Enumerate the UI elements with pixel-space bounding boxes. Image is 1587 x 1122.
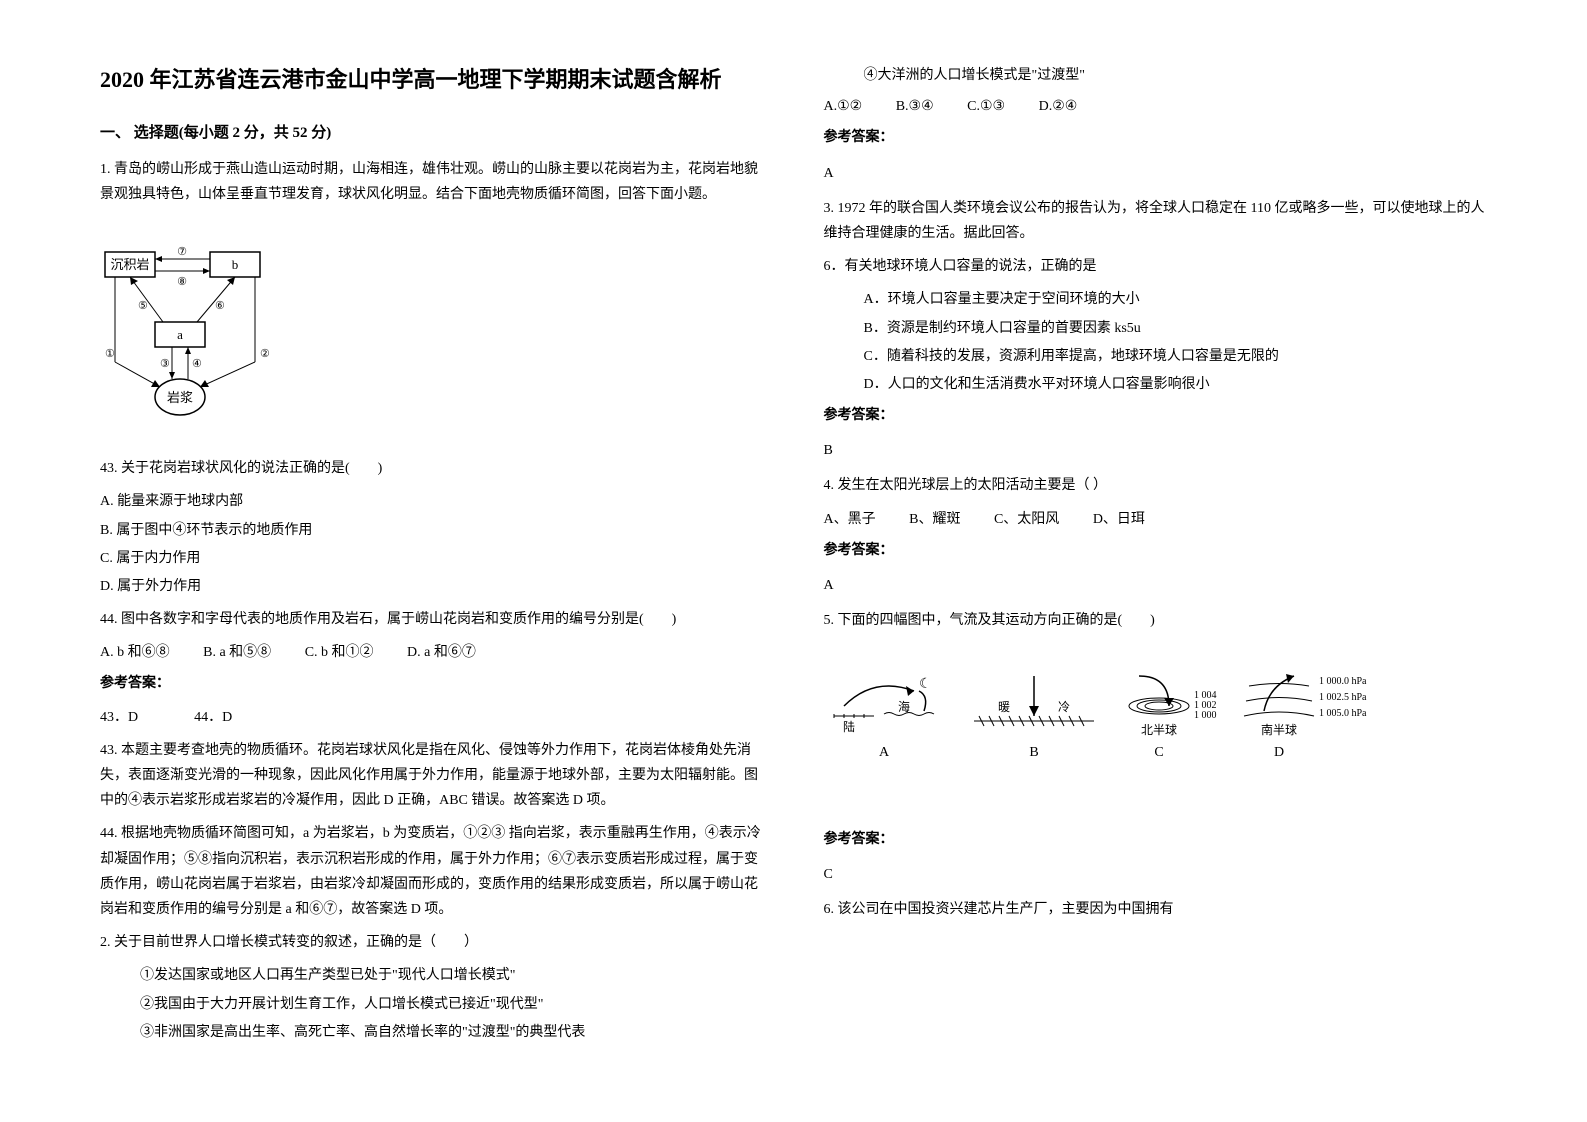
q44-option-c: C. b 和①② — [305, 645, 374, 660]
q44-options: A. b 和⑥⑧ B. a 和⑤⑧ C. b 和①② D. a 和⑥⑦ — [100, 640, 764, 665]
rock-cycle-diagram: 沉积岩 b ⑦ ⑧ a 岩浆 ⑤ ⑥ — [100, 227, 280, 427]
svg-text:1 000: 1 000 — [1194, 710, 1217, 721]
q5-intro: 5. 下面的四幅图中，气流及其运动方向正确的是( ) — [824, 608, 1488, 633]
svg-text:沉积岩: 沉积岩 — [110, 257, 149, 272]
q4-opt-a: A、黑子 — [824, 512, 876, 527]
q2-opt3: ③非洲国家是高出生率、高死亡率、高自然增长率的"过渡型"的典型代表 — [100, 1020, 764, 1045]
svg-text:B: B — [1029, 745, 1038, 760]
q1-answer: 43．D 44．D — [100, 705, 764, 730]
svg-text:b: b — [232, 257, 239, 272]
svg-text:岩浆: 岩浆 — [167, 390, 193, 405]
q44-text: 44. 图中各数字和字母代表的地质作用及岩石，属于崂山花岗岩和变质作用的编号分别… — [100, 607, 764, 632]
svg-text:⑦: ⑦ — [177, 246, 187, 258]
q44-option-d: D. a 和⑥⑦ — [407, 645, 476, 660]
svg-text:陆: 陆 — [842, 719, 854, 734]
q3-intro: 3. 1972 年的联合国人类环境会议公布的报告认为，将全球人口稳定在 110 … — [824, 196, 1488, 246]
svg-text:暖: 暖 — [997, 700, 1009, 714]
q4-options: A、黑子 B、耀斑 C、太阳风 D、日珥 — [824, 507, 1488, 532]
q2-choice-a: A.①② — [824, 99, 863, 114]
q2-intro: 2. 关于目前世界人口增长模式转变的叙述，正确的是（ ） — [100, 930, 764, 955]
q2-choices: A.①② B.③④ C.①③ D.②④ — [824, 94, 1488, 119]
q1-explain44: 44. 根据地壳物质循环简图可知，a 为岩浆岩，b 为变质岩，①②③ 指向岩浆，… — [100, 821, 764, 922]
svg-text:③: ③ — [160, 358, 170, 370]
q3-q6-a: A．环境人口容量主要决定于空间环境的大小 — [824, 287, 1488, 312]
svg-text:南半球: 南半球 — [1260, 722, 1296, 737]
q4-opt-b: B、耀斑 — [909, 512, 960, 527]
q43-option-c: C. 属于内力作用 — [100, 546, 764, 571]
svg-text:①: ① — [105, 348, 115, 360]
q2-choice-b: B.③④ — [896, 99, 934, 114]
q4-intro: 4. 发生在太阳光球层上的太阳活动主要是（ ） — [824, 473, 1488, 498]
q2-choice-d: D.②④ — [1039, 99, 1078, 114]
q43-text: 43. 关于花岗岩球状风化的说法正确的是( ) — [100, 456, 764, 481]
q6-intro: 6. 该公司在中国投资兴建芯片生产厂，主要因为中国拥有 — [824, 897, 1488, 922]
q3-answer: B — [824, 438, 1488, 463]
q2-answer: A — [824, 161, 1488, 186]
q3-answer-label: 参考答案： — [824, 403, 1488, 428]
section-header: 一、 选择题(每小题 2 分，共 52 分) — [100, 120, 764, 147]
q4-opt-c: C、太阳风 — [994, 512, 1059, 527]
q3-q6-d: D．人口的文化和生活消费水平对环境人口容量影响很小 — [824, 372, 1488, 397]
q3-q6-b: B．资源是制约环境人口容量的首要因素 ks5u — [824, 316, 1488, 341]
q5-answer-label: 参考答案： — [824, 827, 1488, 852]
svg-text:C: C — [1154, 745, 1163, 760]
svg-text:海: 海 — [897, 699, 909, 714]
q2-choice-c: C.①③ — [967, 99, 1005, 114]
q2-opt1: ①发达国家或地区人口再生产类型已处于"现代人口增长模式" — [100, 963, 764, 988]
q5-answer: C — [824, 862, 1488, 887]
q44-option-a: A. b 和⑥⑧ — [100, 645, 170, 660]
q1-answer-label: 参考答案： — [100, 671, 764, 696]
q1-explain43: 43. 本题主要考查地壳的物质循环。花岗岩球状风化是指在风化、侵蚀等外力作用下，… — [100, 738, 764, 814]
q2-answer-label: 参考答案： — [824, 125, 1488, 150]
svg-text:1 000.0 hPa: 1 000.0 hPa — [1319, 676, 1367, 687]
svg-text:北半球: 北半球 — [1140, 723, 1176, 737]
weather-diagram: ☾ 海 陆 A — [824, 656, 1404, 796]
q4-answer: A — [824, 573, 1488, 598]
svg-text:⑥: ⑥ — [215, 300, 225, 312]
svg-text:②: ② — [260, 348, 270, 360]
q3-q6: 6．有关地球环境人口容量的说法，正确的是 — [824, 254, 1488, 279]
q3-q6-c: C．随着科技的发展，资源利用率提高，地球环境人口容量是无限的 — [824, 344, 1488, 369]
svg-text:☾: ☾ — [919, 677, 932, 692]
q4-answer-label: 参考答案： — [824, 538, 1488, 563]
svg-text:⑤: ⑤ — [138, 300, 148, 312]
q43-option-d: D. 属于外力作用 — [100, 574, 764, 599]
q43-option-a: A. 能量来源于地球内部 — [100, 489, 764, 514]
q1-intro: 1. 青岛的崂山形成于燕山造山运动时期，山海相连，雄伟壮观。崂山的山脉主要以花岗… — [100, 157, 764, 207]
svg-text:a: a — [177, 327, 183, 342]
q44-option-b: B. a 和⑤⑧ — [203, 645, 271, 660]
svg-text:A: A — [878, 745, 889, 760]
svg-text:⑧: ⑧ — [177, 276, 187, 288]
q2-opt4: ④大洋洲的人口增长模式是"过渡型" — [824, 63, 1488, 88]
q4-opt-d: D、日珥 — [1093, 512, 1145, 527]
svg-text:④: ④ — [192, 358, 202, 370]
q43-option-b: B. 属于图中④环节表示的地质作用 — [100, 518, 764, 543]
svg-text:冷: 冷 — [1057, 700, 1069, 714]
page-title: 2020 年江苏省连云港市金山中学高一地理下学期期末试题含解析 — [100, 60, 764, 100]
svg-text:D: D — [1273, 745, 1283, 760]
svg-text:1 005.0 hPa: 1 005.0 hPa — [1319, 708, 1367, 719]
svg-text:1 002.5 hPa: 1 002.5 hPa — [1319, 692, 1367, 703]
q2-opt2: ②我国由于大力开展计划生育工作，人口增长模式已接近"现代型" — [100, 992, 764, 1017]
